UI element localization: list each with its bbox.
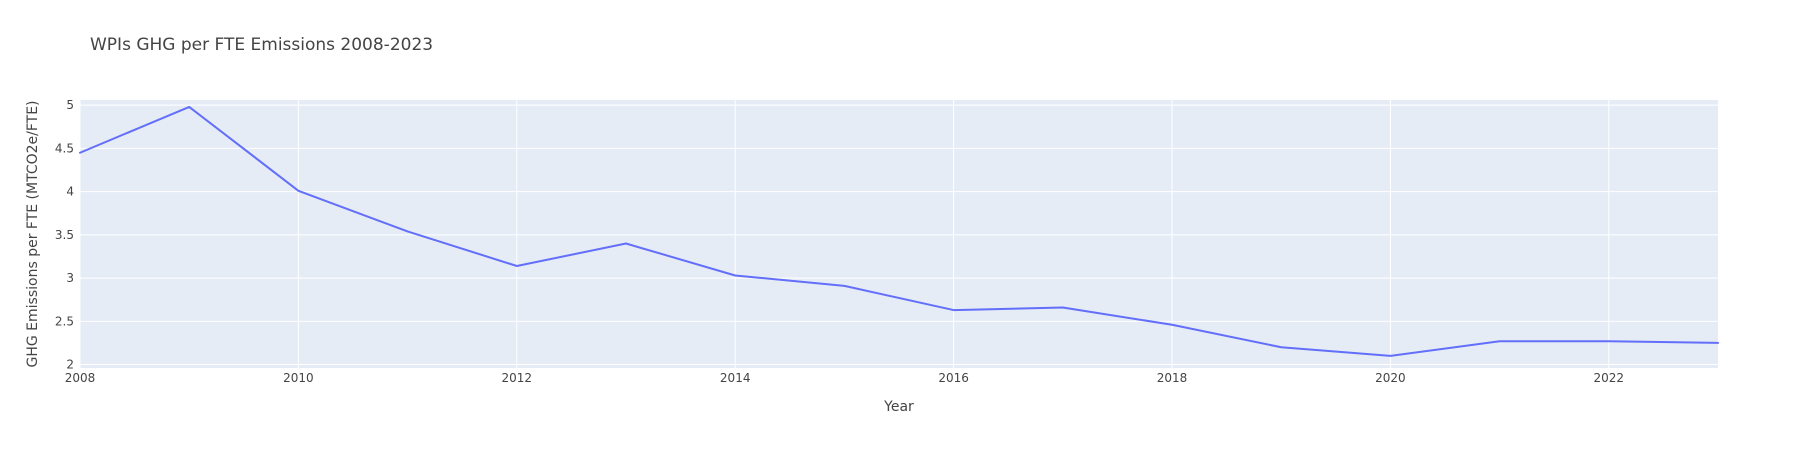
y-tick-label: 2.5 [55,314,74,328]
y-tick-label: 4 [66,185,74,199]
x-tick-label: 2022 [1594,371,1625,385]
plot-area [80,100,1718,368]
y-gridlines [80,104,1718,366]
x-tick-labels: 2008 2010 2012 2014 2016 2018 2020 2022 [65,371,1624,385]
y-tick-label: 4.5 [55,141,74,155]
x-tick-label: 2012 [502,371,533,385]
x-tick-label: 2010 [283,371,314,385]
y-tick-label: 5 [66,98,74,112]
x-axis-label: Year [883,399,914,415]
x-tick-label: 2018 [1157,371,1188,385]
x-tick-label: 2016 [938,371,969,385]
x-tick-label: 2008 [65,371,96,385]
y-axis-label: GHG Emissions per FTE (MTCO2e/FTE) [25,100,41,367]
chart-title: WPIs GHG per FTE Emissions 2008-2023 [90,35,433,55]
x-tick-label: 2020 [1375,371,1406,385]
y-tick-label: 3 [66,271,74,285]
x-gridlines [79,100,1610,368]
y-tick-label: 3.5 [55,228,74,242]
y-tick-labels: 2 2.5 3 3.5 4 4.5 5 [55,98,74,371]
series-layer [79,105,1719,357]
series-line [79,105,1719,357]
y-tick-label: 2 [66,358,74,372]
x-tick-label: 2014 [720,371,751,385]
